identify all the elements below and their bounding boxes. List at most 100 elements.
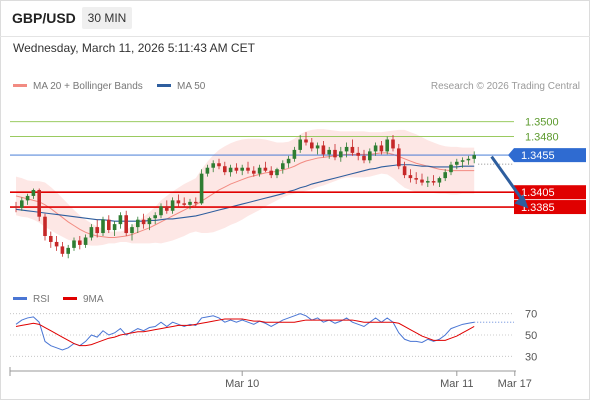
candle-body [298,139,302,150]
candle-body [466,158,471,161]
candle-body [217,163,221,167]
candle-body [118,215,123,225]
candle-body [199,173,204,204]
candle-body [43,216,47,237]
candle-body [344,146,349,152]
time-label-2: Mar 17 [498,378,532,390]
candle-body [83,237,88,245]
resistance-label-1: 1.3500 [525,117,559,129]
candle-body [188,201,192,205]
candle-body [228,167,233,173]
legend-9ma: 9MA [63,294,104,305]
candle-body [362,155,366,161]
timestamp: Wednesday, March 11, 2026 5:11:43 AM CET [13,41,255,55]
support-tag-2 [514,200,586,215]
candle-body [269,170,273,176]
candle-body [321,145,326,155]
candle-body [72,240,76,248]
candle-body [159,206,163,216]
candle-body [246,167,250,171]
candle-body [414,178,418,180]
candle-body [339,151,343,158]
candle-body [252,170,256,174]
support-label-2: 1.3385 [521,202,555,214]
candle-body [20,200,24,208]
candle-body [263,167,268,171]
candle-body [107,219,111,231]
legend-ma50: MA 50 [157,81,205,92]
candle-body [223,166,227,173]
legend-bollinger-label: MA 20 + Bollinger Bands [33,81,143,92]
candle-body [205,167,210,174]
candle-body [124,215,128,234]
candle-body [333,149,337,158]
candle-body [281,163,285,170]
candle-body [402,166,407,176]
candle-body [60,246,65,254]
candle-body [292,149,297,159]
candle-body [257,167,262,174]
candle-body [14,206,18,208]
candle-body [211,163,215,168]
candle-body [426,181,430,183]
resistance-label-2: 1.3480 [525,132,559,144]
candle-body [443,172,447,179]
candle-body [89,227,94,238]
candle-body [460,160,465,162]
rsi-tick-70: 70 [525,309,537,321]
candle-body [275,169,279,176]
legend-rsi: RSI [13,294,50,305]
candle-body [54,241,59,247]
header-bar: GBP/USD 30 MIN [0,0,590,37]
candle-body [449,164,453,173]
candle-body [350,146,355,153]
9ma-swatch [63,296,77,300]
rsi-tick-30: 30 [525,351,537,363]
bollinger-swatch [13,83,27,87]
candle-body [472,155,476,159]
legend-ma50-label: MA 50 [177,81,206,92]
current-price-label: 1.3455 [521,150,555,162]
candle-body [240,167,244,171]
candle-body [286,158,291,164]
rsi-tick-50: 50 [525,330,537,342]
candle-body [385,139,389,152]
candle-body [95,227,99,234]
candle-body [176,200,181,204]
forecast-arrow-shaft [490,155,525,203]
candle-body [437,178,442,183]
legend-9ma-label: 9MA [83,294,104,305]
candle-body [391,139,395,149]
rsi-swatch [13,296,27,300]
candle-body [66,247,70,254]
candle-body [327,149,331,155]
time-label-1: Mar 11 [440,378,473,390]
time-label-0: Mar 10 [225,378,259,390]
timeframe-badge[interactable]: 30 MIN [82,7,132,29]
candle-body [25,195,30,201]
candle-body [78,240,82,245]
candle-body [408,175,413,179]
candle-body [136,219,140,228]
symbol-title: GBP/USD [12,10,76,26]
candle-body [368,151,372,161]
support-label-1: 1.3405 [521,187,555,199]
rsi-9ma-line [15,318,475,347]
bollinger-band-area [16,129,475,246]
current-price-tag [508,148,586,163]
ma50-swatch [157,83,171,87]
candle-body [182,203,186,205]
candle-body [147,218,152,225]
candle-body [431,181,436,183]
rsi-line [15,313,475,351]
candle-body [37,189,41,217]
candle-body [49,236,53,242]
candle-body [234,167,239,171]
candle-body [397,148,401,167]
candle-body [194,201,198,204]
candle-body [141,219,146,225]
credit-text: Research © 2026 Trading Central [430,81,580,92]
candle-body [153,215,157,219]
candle-body [304,139,308,143]
